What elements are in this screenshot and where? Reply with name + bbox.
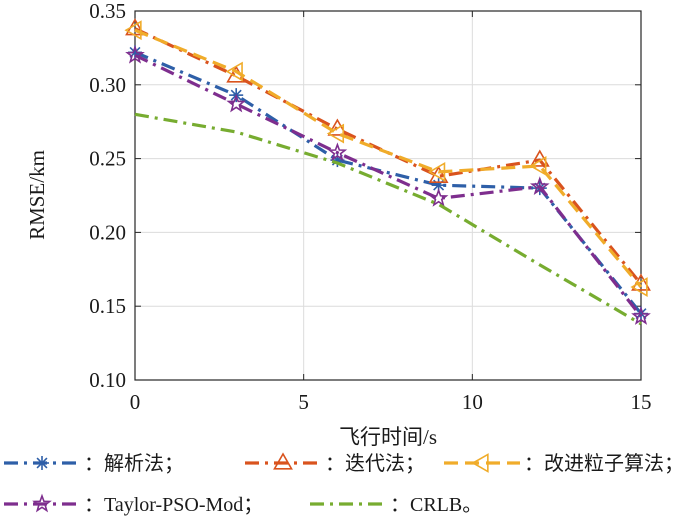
data-point [631, 306, 651, 325]
series-lines [124, 18, 651, 326]
data-point [327, 142, 348, 162]
data-point [428, 188, 449, 207]
x-axis-title: 飞行时间/s [339, 425, 437, 449]
series-4 [125, 44, 651, 325]
y-tick-label: 0.30 [89, 73, 126, 97]
legend-item: ：解析法； [4, 452, 184, 475]
legend-item: ：改进粒子算法； [444, 452, 684, 475]
legend-label: ：Taylor-PSO-Mod； [84, 494, 263, 516]
tick-labels: 0 5 10 15 0.10 0.15 0.20 0.25 0.30 0.35 [89, 0, 651, 414]
y-tick-label: 0.15 [89, 294, 126, 318]
x-tick-label: 15 [631, 390, 652, 414]
data-point [225, 61, 243, 82]
legend-label: ：CRLB。 [390, 494, 482, 516]
series-5 [134, 112, 642, 326]
y-tick-label: 0.35 [89, 0, 126, 23]
legend-label: ：迭代法； [325, 452, 425, 475]
legend-item: ：迭代法； [245, 452, 425, 475]
axes [134, 10, 642, 381]
y-tick-label: 0.10 [89, 368, 126, 392]
legend: ：解析法； ：迭代法； ：改进粒子算法； ：Taylor-PSO-Mod； ：CRLB。 [4, 452, 684, 516]
data-point [326, 123, 345, 144]
data-point [630, 277, 648, 297]
legend-item: ：CRLB。 [310, 494, 482, 516]
x-tick-label: 5 [298, 390, 309, 414]
data-point [124, 20, 142, 41]
data-point [529, 156, 547, 176]
series-line [134, 50, 643, 315]
series-line [134, 112, 642, 326]
legend-marker [471, 453, 489, 473]
axes-frame [134, 10, 642, 381]
legend-label: ：改进粒子算法； [524, 452, 684, 475]
plot-area [135, 11, 641, 380]
data-point [226, 93, 247, 113]
y-tick-label: 0.25 [89, 147, 126, 171]
series-line [134, 28, 643, 289]
data-point [125, 44, 145, 64]
legend-marker [35, 456, 49, 470]
data-point [427, 161, 446, 182]
series-3 [124, 20, 648, 297]
legend-item: ：Taylor-PSO-Mod； [4, 493, 263, 516]
data-point [529, 176, 550, 196]
x-tick-label: 0 [130, 390, 141, 414]
legend-marker [32, 493, 52, 513]
legend-label: ：解析法； [84, 452, 184, 475]
y-tick-label: 0.20 [89, 220, 126, 244]
data-point [327, 118, 348, 136]
y-axis-title: RMSE/km [25, 150, 49, 240]
x-tick-label: 10 [462, 390, 483, 414]
series-line [134, 53, 643, 318]
legend-marker [273, 452, 293, 470]
